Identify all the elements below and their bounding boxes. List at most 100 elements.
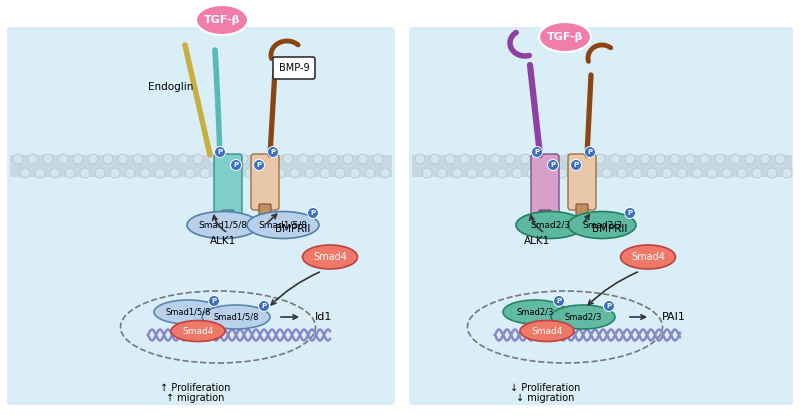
Circle shape	[163, 154, 173, 164]
Text: BMP-9: BMP-9	[278, 63, 310, 73]
Circle shape	[497, 168, 507, 178]
Circle shape	[267, 147, 278, 158]
Text: Smad1/5/8: Smad1/5/8	[258, 220, 307, 229]
Circle shape	[214, 147, 226, 158]
Circle shape	[677, 168, 687, 178]
Ellipse shape	[568, 212, 636, 239]
Text: P: P	[627, 210, 633, 216]
Circle shape	[535, 154, 545, 164]
Circle shape	[467, 168, 477, 178]
FancyArrowPatch shape	[588, 272, 638, 305]
Text: ALK1: ALK1	[210, 236, 236, 246]
FancyArrowPatch shape	[630, 315, 646, 319]
Text: P: P	[310, 210, 315, 216]
Circle shape	[685, 154, 695, 164]
Circle shape	[185, 168, 195, 178]
Circle shape	[118, 154, 128, 164]
Circle shape	[512, 168, 522, 178]
Text: ↓ migration: ↓ migration	[516, 393, 574, 403]
Circle shape	[43, 154, 53, 164]
Text: Smad2/3: Smad2/3	[530, 220, 570, 229]
Text: ↓ Proliferation: ↓ Proliferation	[510, 383, 580, 393]
Circle shape	[625, 207, 635, 218]
Circle shape	[700, 154, 710, 164]
Text: Smad4: Smad4	[531, 326, 562, 336]
Ellipse shape	[202, 305, 270, 329]
Circle shape	[760, 154, 770, 164]
Bar	[10, 155, 392, 177]
Circle shape	[13, 154, 23, 164]
Circle shape	[550, 154, 560, 164]
Circle shape	[373, 154, 383, 164]
Circle shape	[140, 168, 150, 178]
Text: Smad2/3: Smad2/3	[564, 312, 602, 321]
Circle shape	[65, 168, 75, 178]
Text: Smad4: Smad4	[182, 326, 214, 336]
Ellipse shape	[539, 22, 591, 52]
Ellipse shape	[171, 320, 225, 341]
Circle shape	[305, 168, 315, 178]
Circle shape	[268, 154, 278, 164]
Circle shape	[587, 168, 597, 178]
Circle shape	[254, 160, 265, 171]
Circle shape	[595, 154, 605, 164]
Text: TGF-β: TGF-β	[546, 32, 583, 42]
Circle shape	[28, 154, 38, 164]
FancyBboxPatch shape	[222, 210, 234, 232]
Circle shape	[722, 168, 732, 178]
Circle shape	[585, 147, 595, 158]
Circle shape	[602, 168, 612, 178]
Circle shape	[554, 296, 565, 307]
Circle shape	[320, 168, 330, 178]
Circle shape	[170, 168, 180, 178]
Circle shape	[670, 154, 680, 164]
FancyBboxPatch shape	[568, 154, 596, 210]
Text: Id1: Id1	[315, 312, 332, 322]
Circle shape	[238, 154, 248, 164]
Circle shape	[155, 168, 165, 178]
Circle shape	[460, 154, 470, 164]
Circle shape	[752, 168, 762, 178]
Text: P: P	[218, 149, 222, 155]
Ellipse shape	[247, 212, 319, 239]
FancyArrowPatch shape	[267, 214, 277, 223]
FancyArrowPatch shape	[530, 215, 542, 231]
Circle shape	[482, 168, 492, 178]
Circle shape	[570, 160, 582, 171]
Text: BMPRII: BMPRII	[592, 224, 628, 234]
Circle shape	[298, 154, 308, 164]
Circle shape	[209, 296, 219, 307]
Circle shape	[445, 154, 455, 164]
Circle shape	[715, 154, 725, 164]
Circle shape	[223, 154, 233, 164]
FancyBboxPatch shape	[539, 210, 551, 232]
Text: BMPRII: BMPRII	[275, 224, 310, 234]
Bar	[412, 155, 792, 177]
Circle shape	[258, 300, 270, 312]
FancyBboxPatch shape	[251, 154, 279, 210]
Circle shape	[767, 168, 777, 178]
Text: ↑ Proliferation: ↑ Proliferation	[160, 383, 230, 393]
Ellipse shape	[154, 300, 222, 324]
Circle shape	[290, 168, 300, 178]
Circle shape	[380, 168, 390, 178]
Circle shape	[335, 168, 345, 178]
Circle shape	[452, 168, 462, 178]
Circle shape	[245, 168, 255, 178]
FancyBboxPatch shape	[531, 154, 559, 216]
Text: P: P	[550, 162, 555, 168]
Ellipse shape	[520, 320, 574, 341]
Circle shape	[148, 154, 158, 164]
Text: Smad1/5/8: Smad1/5/8	[214, 312, 258, 321]
Circle shape	[707, 168, 717, 178]
Circle shape	[178, 154, 188, 164]
Circle shape	[557, 168, 567, 178]
Text: P: P	[606, 303, 611, 309]
FancyBboxPatch shape	[409, 27, 793, 405]
Circle shape	[208, 154, 218, 164]
Circle shape	[490, 154, 500, 164]
Circle shape	[437, 168, 447, 178]
Circle shape	[253, 154, 263, 164]
Circle shape	[580, 154, 590, 164]
Circle shape	[775, 154, 785, 164]
